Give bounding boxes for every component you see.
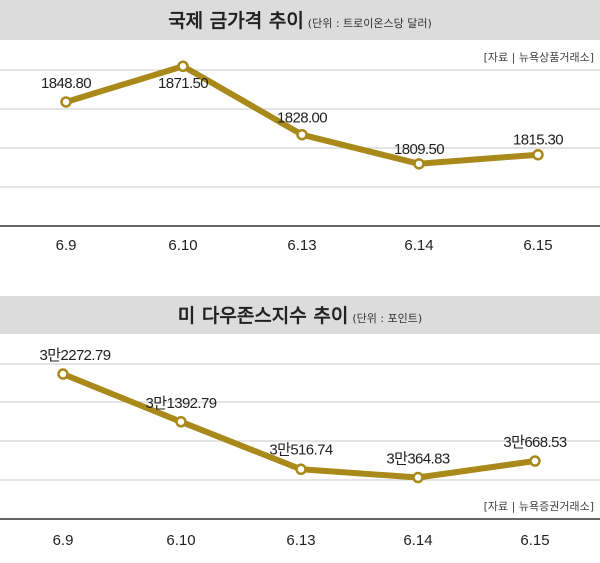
data-label: 1809.50 <box>394 141 444 158</box>
series-line <box>60 371 538 481</box>
chart-title-main: 미 다우존스지수 추이 <box>178 305 349 327</box>
x-tick-label: 6.14 <box>404 237 433 254</box>
data-label: 1848.80 <box>41 75 91 92</box>
x-tick-label: 6.9 <box>56 237 77 254</box>
source-note: [자료 | 뉴욕상품거래소] <box>484 51 594 64</box>
data-point <box>175 416 187 428</box>
data-point <box>529 455 541 467</box>
data-label: 3만516.74 <box>269 441 332 458</box>
data-point <box>60 96 72 108</box>
x-tick-label: 6.13 <box>286 532 315 549</box>
x-tick-label: 6.10 <box>168 237 197 254</box>
data-point <box>295 463 307 476</box>
data-label: 3만668.53 <box>503 434 566 451</box>
data-point <box>296 128 308 141</box>
data-label: 3만364.83 <box>386 451 449 468</box>
chart-unit-note: (단위 : 트로이온스당 달러) <box>308 17 432 30</box>
data-point <box>413 158 425 170</box>
x-tick-label: 6.10 <box>166 532 195 549</box>
data-label: 3만1392.79 <box>146 395 217 412</box>
chart-title: 미 다우존스지수 추이 (단위 : 포인트) <box>178 305 422 327</box>
x-tick-label: 6.14 <box>403 532 432 549</box>
data-label: 1828.00 <box>277 110 327 127</box>
data-label: 3만2272.79 <box>40 347 111 364</box>
title-band <box>0 296 600 334</box>
data-label: 1871.50 <box>158 75 208 92</box>
x-tick-label: 6.13 <box>287 237 316 254</box>
x-tick-label: 6.15 <box>523 237 552 254</box>
x-tick-label: 6.9 <box>53 532 74 549</box>
chart-title-main: 국제 금가격 추이 <box>168 10 304 32</box>
x-tick-label: 6.15 <box>520 532 549 549</box>
data-label: 1815.30 <box>513 132 563 149</box>
data-point <box>532 148 544 161</box>
source-note: [자료 | 뉴욕증권거래소] <box>484 500 594 513</box>
data-point <box>57 368 69 380</box>
title-band <box>0 0 600 40</box>
data-point <box>177 60 189 72</box>
data-point <box>412 471 424 484</box>
chart-unit-note: (단위 : 포인트) <box>352 312 422 325</box>
chart-title: 국제 금가격 추이 (단위 : 트로이온스당 달러) <box>168 10 432 32</box>
